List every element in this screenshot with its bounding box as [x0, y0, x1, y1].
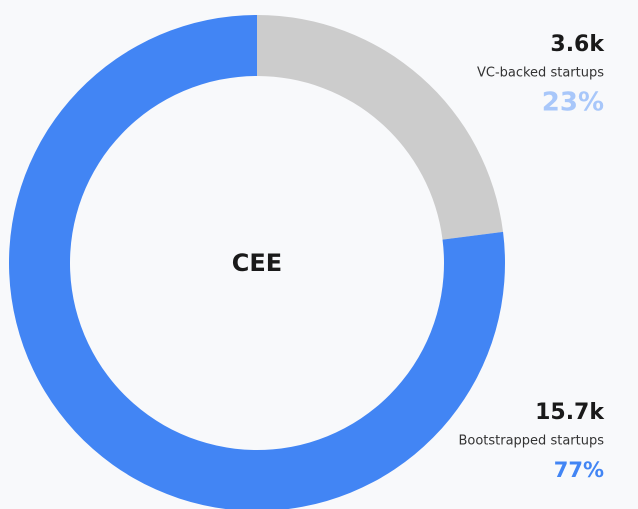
value-label: 77%	[554, 458, 604, 482]
legend-label: VC-backed startups	[477, 66, 604, 81]
donut-slice	[257, 15, 504, 240]
count-label: 3.6k	[550, 32, 605, 57]
legend-label: Bootstrapped startups	[458, 434, 604, 449]
count-label: 15.7k	[535, 400, 605, 425]
slices	[9, 15, 505, 509]
value-label: 23%	[542, 88, 604, 118]
center-label: CEE	[232, 249, 282, 277]
